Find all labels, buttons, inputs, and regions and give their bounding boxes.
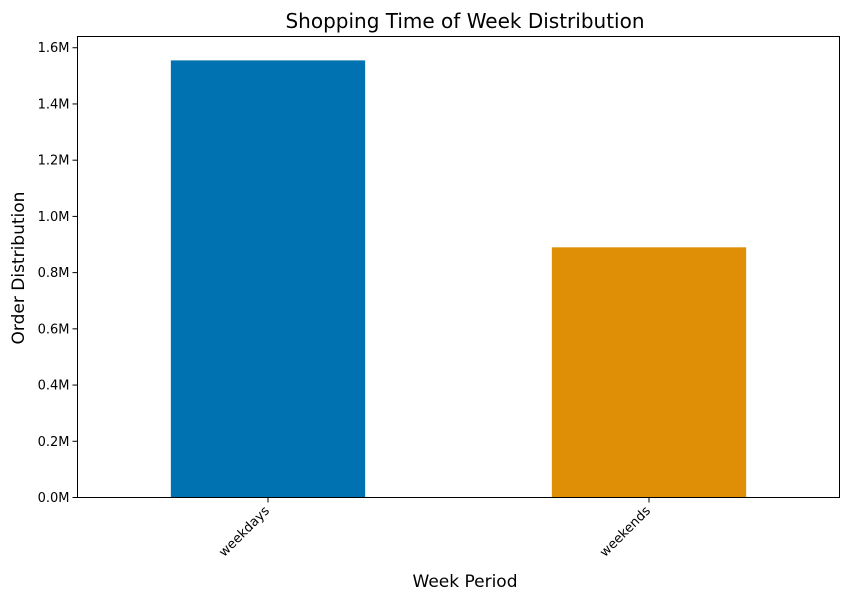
x-tick-label: weekdays [216,504,273,561]
bar-weekends [551,247,747,498]
y-tick-label: 1.0M [38,210,70,225]
bars-layer [170,60,747,498]
y-tick-label: 0.2M [38,435,70,450]
x-tick-label: weekends [597,504,654,561]
plot-frame [77,36,840,498]
chart-title: Shopping Time of Week Distribution [285,9,644,33]
y-tick-label: 0.6M [38,322,70,337]
x-axis-title: Week Period [413,572,518,592]
y-tick-label: 1.4M [38,97,70,112]
y-tick-label: 1.6M [38,41,70,56]
bar-weekdays [170,60,366,498]
y-tick-label: 0.4M [38,379,70,394]
y-tick-label: 0.0M [38,491,70,506]
y-axis: 0.0M 0.2M 0.4M 0.6M 0.8M 1.0M 1.2M 1.4M 1.6M [38,41,78,506]
x-axis: weekdays weekends [216,497,654,561]
y-tick-label: 1.2M [38,154,70,169]
y-axis-title: Order Distribution [9,192,29,345]
y-tick-label: 0.8M [38,266,70,281]
